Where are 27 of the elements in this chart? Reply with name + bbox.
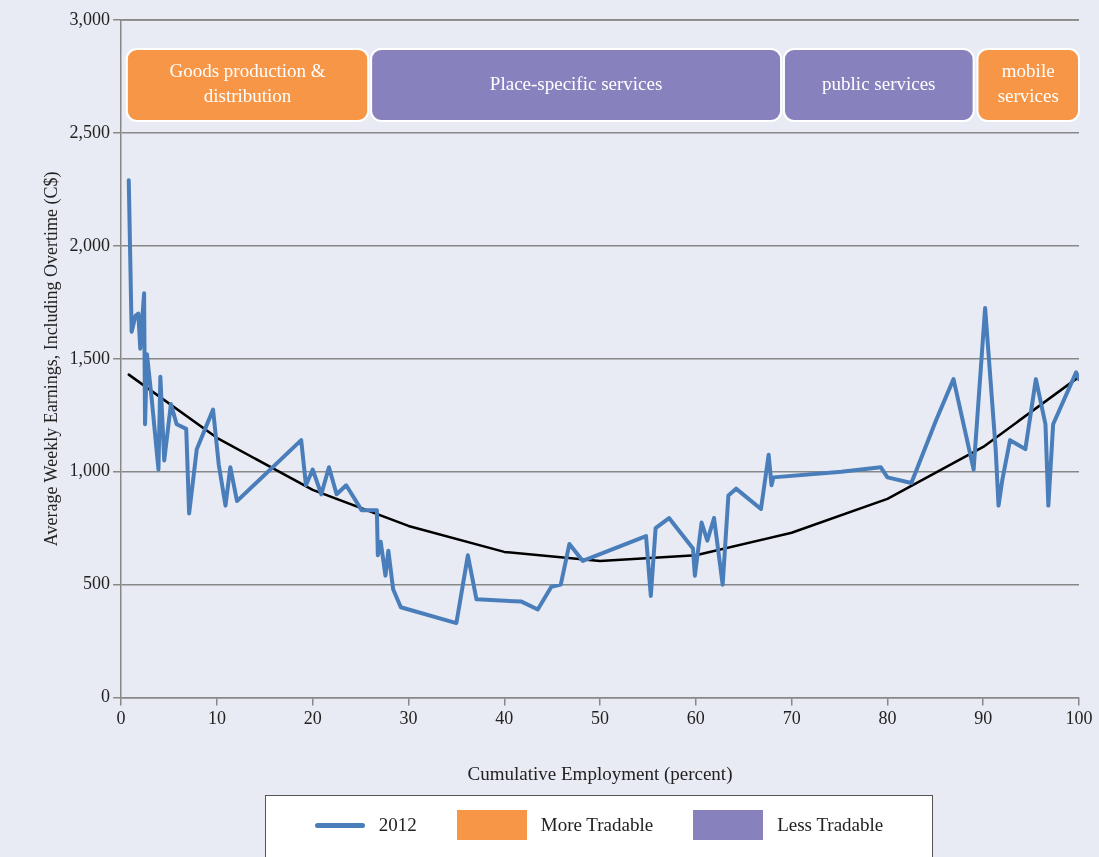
- x-axis-title: Cumulative Employment (percent): [467, 762, 733, 785]
- x-tick-label: 20: [303, 708, 322, 729]
- band-label: Place-specific services: [489, 72, 663, 94]
- x-tick-label: 70: [782, 708, 801, 729]
- y-tick-label: 3,000: [69, 8, 111, 29]
- y-tick-label: 1,500: [69, 347, 111, 368]
- band-label: Goods production & distribution: [169, 60, 326, 107]
- x-tick-label: 30: [399, 708, 418, 729]
- text: Less Tradable: [777, 814, 884, 836]
- band-label: mobile services: [997, 60, 1059, 107]
- x-tick-label: 60: [686, 708, 705, 729]
- x-tick-label: 100: [1065, 708, 1093, 729]
- x-tick-label: 50: [591, 708, 610, 729]
- x-tick-label: 90: [974, 708, 993, 729]
- y-tick-label: 0: [101, 686, 111, 707]
- x-tick-label: 0: [116, 708, 126, 729]
- band-label: public services: [822, 72, 936, 94]
- y-tick-label: 2,000: [69, 234, 111, 255]
- text: More Tradable: [540, 814, 654, 836]
- y-tick-label: 2,500: [69, 121, 111, 142]
- x-tick-label: 40: [495, 708, 514, 729]
- y-tick-label: 500: [83, 573, 111, 594]
- legend-label: 2012: [378, 814, 417, 836]
- y-tick-label: 1,000: [69, 460, 111, 481]
- x-tick-label: 80: [878, 708, 897, 729]
- y-axis-title: Average Weekly Earnings, Including Overtime (C$): [40, 171, 62, 547]
- x-tick-label: 10: [207, 708, 226, 729]
